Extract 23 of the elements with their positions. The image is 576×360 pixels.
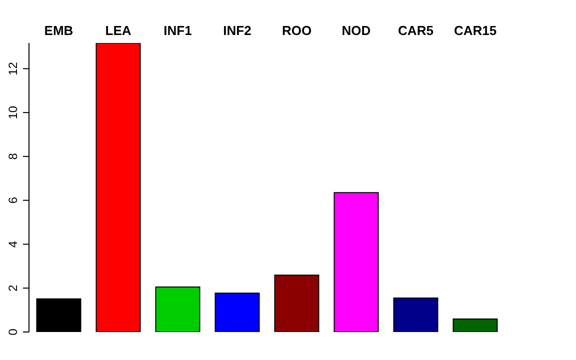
y-tick-label: 4 — [6, 240, 20, 248]
x-tick-label: NOD — [342, 23, 371, 38]
x-tick-label: LEA — [105, 23, 132, 38]
y-tick-label: 12 — [6, 62, 20, 76]
bar — [96, 43, 141, 332]
y-tick-label: 10 — [6, 106, 20, 120]
y-tick-label: 2 — [6, 284, 20, 292]
y-tick-label: 6 — [6, 196, 20, 204]
bar — [214, 292, 260, 332]
y-tick-label: 8 — [6, 152, 20, 160]
x-tick-label: INF2 — [223, 23, 252, 38]
x-tick-label: CAR15 — [454, 23, 497, 38]
x-tick-label: ROO — [282, 23, 312, 38]
bar — [334, 192, 379, 332]
x-tick-label: CAR5 — [398, 23, 434, 38]
bar — [155, 286, 200, 332]
bar — [274, 274, 320, 332]
bar — [393, 297, 438, 332]
x-tick-label: EMB — [44, 23, 74, 38]
y-tick-label: 0 — [6, 328, 20, 336]
x-tick-label: INF1 — [164, 23, 192, 38]
bar — [36, 298, 82, 332]
bar — [452, 318, 498, 332]
